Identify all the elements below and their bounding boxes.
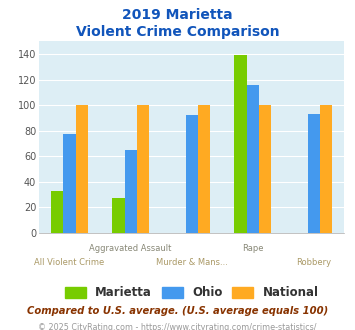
Bar [186, 115, 198, 233]
Bar [259, 105, 271, 233]
Bar [76, 105, 88, 233]
Bar [137, 105, 149, 233]
Bar [198, 105, 210, 233]
Bar [64, 134, 76, 233]
Text: Compared to U.S. average. (U.S. average equals 100): Compared to U.S. average. (U.S. average … [27, 306, 328, 316]
Text: © 2025 CityRating.com - https://www.cityrating.com/crime-statistics/: © 2025 CityRating.com - https://www.city… [38, 323, 317, 330]
Text: Aggravated Assault: Aggravated Assault [89, 244, 172, 253]
Bar [125, 150, 137, 233]
Bar [308, 114, 320, 233]
Bar [320, 105, 332, 233]
Bar [112, 198, 125, 233]
Bar [247, 84, 259, 233]
Text: All Violent Crime: All Violent Crime [34, 257, 105, 267]
Text: Rape: Rape [242, 244, 263, 253]
Text: Murder & Mans...: Murder & Mans... [156, 257, 228, 267]
Bar [51, 190, 64, 233]
Legend: Marietta, Ohio, National: Marietta, Ohio, National [65, 286, 319, 300]
Text: 2019 Marietta: 2019 Marietta [122, 8, 233, 22]
Text: Violent Crime Comparison: Violent Crime Comparison [76, 25, 279, 39]
Text: Robbery: Robbery [296, 257, 331, 267]
Bar [234, 55, 247, 233]
